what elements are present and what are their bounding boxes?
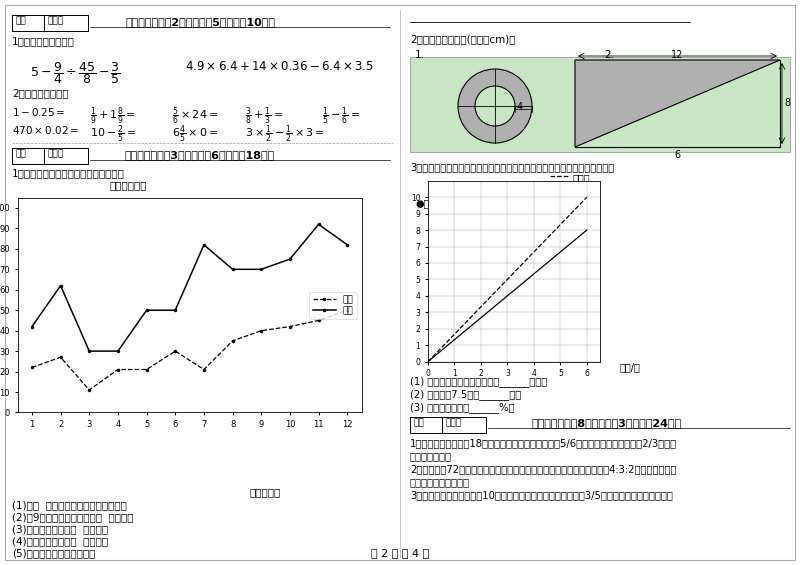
- Text: 储蓄了多少元？: 储蓄了多少元？: [410, 451, 452, 461]
- 收入: [342, 241, 352, 248]
- 支出: [314, 317, 323, 324]
- Text: $\frac{3}{8}+\frac{1}{3}=$: $\frac{3}{8}+\frac{1}{3}=$: [245, 106, 284, 128]
- Text: 得分: 得分: [15, 16, 26, 25]
- Text: ●总价/元: ●总价/元: [415, 198, 444, 208]
- 支出: [170, 347, 180, 354]
- Text: 评卷人: 评卷人: [47, 16, 63, 25]
- 收入: [85, 347, 94, 354]
- Circle shape: [475, 86, 515, 126]
- Text: 六、应用题（共8小题，每题3分，共计24分）: 六、应用题（共8小题，每题3分，共计24分）: [532, 418, 682, 428]
- Text: $4.9\times6.4+14\times0.36-6.4\times3.5$: $4.9\times6.4+14\times0.36-6.4\times3.5$: [185, 60, 374, 73]
- Text: 2、用一根长72厘米的铁丝围成一个长方体，这个长方体的长宽高的比是4:3:2，这个长方体的: 2、用一根长72厘米的铁丝围成一个长方体，这个长方体的长宽高的比是4:3:2，这…: [410, 464, 677, 474]
- Text: (3) 这种彩带降价了______%。: (3) 这种彩带降价了______%。: [410, 402, 514, 413]
- Text: (2) 降价前买7.5米需______元。: (2) 降价前买7.5米需______元。: [410, 389, 522, 400]
- Text: 全额（万元）: 全额（万元）: [110, 180, 147, 190]
- Text: $1-0.25=$: $1-0.25=$: [12, 106, 66, 118]
- Text: 评卷人: 评卷人: [445, 418, 461, 427]
- Text: 4: 4: [517, 102, 523, 112]
- 支出: [142, 366, 151, 373]
- Text: (3)、全年实际收入（  ）万元。: (3)、全年实际收入（ ）万元。: [12, 524, 108, 534]
- 收入: [228, 266, 238, 273]
- Text: 3、一张课桌比一把椅子贵10元，如果椅子的单价是课桌单价的3/5，课桌和椅子的单价各是多: 3、一张课桌比一把椅子贵10元，如果椅子的单价是课桌单价的3/5，课桌和椅子的单…: [410, 490, 673, 500]
- Text: $470\times0.02=$: $470\times0.02=$: [12, 124, 79, 136]
- Text: 得分: 得分: [413, 418, 424, 427]
- 支出: [113, 366, 122, 373]
- Line: 收入: 收入: [30, 222, 350, 353]
- Text: 评卷人: 评卷人: [47, 149, 63, 158]
- 收入: [314, 221, 323, 228]
- Text: (5)、你还获得了哪些信息？: (5)、你还获得了哪些信息？: [12, 548, 95, 558]
- 支出: [85, 386, 94, 393]
- Bar: [410, 57, 790, 152]
- Text: $3\times\frac{1}{2}-\frac{1}{2}\times3=$: $3\times\frac{1}{2}-\frac{1}{2}\times3=$: [245, 124, 325, 145]
- Text: (2)、9月份收入和支出相差（  ）万元。: (2)、9月份收入和支出相差（ ）万元。: [12, 512, 134, 522]
- Text: 8: 8: [784, 98, 790, 108]
- Text: 五、综合题（共3小题，每题6分，共计18分）: 五、综合题（共3小题，每题6分，共计18分）: [125, 150, 275, 160]
- Text: 2.: 2.: [604, 50, 614, 60]
- Text: (1) 降价前后，长度与总价都成______比例。: (1) 降价前后，长度与总价都成______比例。: [410, 376, 547, 387]
- Line: 支出: 支出: [30, 308, 350, 392]
- Text: 12: 12: [671, 50, 683, 60]
- Text: 体积是多少立方厘米？: 体积是多少立方厘米？: [410, 477, 470, 487]
- 支出: [342, 307, 352, 314]
- Text: $\frac{1}{5}-\frac{1}{6}=$: $\frac{1}{5}-\frac{1}{6}=$: [322, 106, 361, 128]
- 收入: [170, 307, 180, 314]
- 收入: [257, 266, 266, 273]
- Legend: 支出, 收入: 支出, 收入: [310, 292, 357, 319]
- 收入: [27, 323, 37, 330]
- Text: 得分: 得分: [15, 149, 26, 158]
- Polygon shape: [575, 60, 780, 147]
- Text: 2、直接写出得数。: 2、直接写出得数。: [12, 88, 69, 98]
- Text: $6\frac{4}{5}\times0=$: $6\frac{4}{5}\times0=$: [172, 124, 218, 145]
- Text: (4)、平均每月支出（  ）万元。: (4)、平均每月支出（ ）万元。: [12, 536, 108, 546]
- Text: 1、请根据下面的统计图回答下列问题。: 1、请根据下面的统计图回答下列问题。: [12, 168, 125, 178]
- 支出: [285, 323, 294, 330]
- Text: 6: 6: [674, 150, 680, 160]
- Text: 2、求阴影部分面积(单位：cm)。: 2、求阴影部分面积(单位：cm)。: [410, 34, 515, 44]
- Text: $5-\dfrac{9}{4}\div\dfrac{45}{8}-\dfrac{3}{5}$: $5-\dfrac{9}{4}\div\dfrac{45}{8}-\dfrac{…: [30, 60, 121, 86]
- 支出: [56, 354, 66, 360]
- Bar: [12, 148, 88, 164]
- Bar: [575, 60, 780, 147]
- Text: 3、图象表示一种彩带降价前后的长度与总价的关系，请根据图中信息填空。: 3、图象表示一种彩带降价前后的长度与总价的关系，请根据图中信息填空。: [410, 162, 614, 172]
- Text: 1、用简便方法计算。: 1、用简便方法计算。: [12, 36, 75, 46]
- Text: 长度/米: 长度/米: [620, 362, 641, 372]
- Text: $\frac{1}{9}+1\frac{8}{9}=$: $\frac{1}{9}+1\frac{8}{9}=$: [90, 106, 136, 128]
- 收入: [285, 256, 294, 263]
- Text: 四、计算题（共2小题，每题5分，共计10分）: 四、计算题（共2小题，每题5分，共计10分）: [125, 17, 275, 27]
- 收入: [199, 241, 209, 248]
- Text: 第 2 页 共 4 页: 第 2 页 共 4 页: [371, 548, 429, 558]
- 支出: [199, 366, 209, 373]
- 收入: [113, 347, 122, 354]
- Text: 1、小红的储蓄箱中有18元，小华的储蓄的钱是小红的5/6，小新储蓄的钱是小华的2/3，小新: 1、小红的储蓄箱中有18元，小华的储蓄的钱是小红的5/6，小新储蓄的钱是小华的2…: [410, 438, 677, 448]
- 支出: [257, 327, 266, 334]
- Text: 降价前: 降价前: [573, 173, 590, 183]
- 支出: [27, 364, 37, 371]
- Text: 月份（月）: 月份（月）: [250, 487, 282, 497]
- Text: 1.: 1.: [415, 50, 425, 60]
- 支出: [228, 337, 238, 344]
- Text: $10-\frac{2}{5}=$: $10-\frac{2}{5}=$: [90, 124, 137, 145]
- Text: $\frac{5}{6}\times24=$: $\frac{5}{6}\times24=$: [172, 106, 218, 128]
- Circle shape: [458, 69, 532, 143]
- Bar: [410, 417, 486, 433]
- 收入: [142, 307, 151, 314]
- Text: 降价后: 降价后: [573, 184, 590, 194]
- 收入: [56, 282, 66, 289]
- Text: (1)、（  ）月份收入和支出相差最小。: (1)、（ ）月份收入和支出相差最小。: [12, 500, 127, 510]
- Bar: [12, 15, 88, 31]
